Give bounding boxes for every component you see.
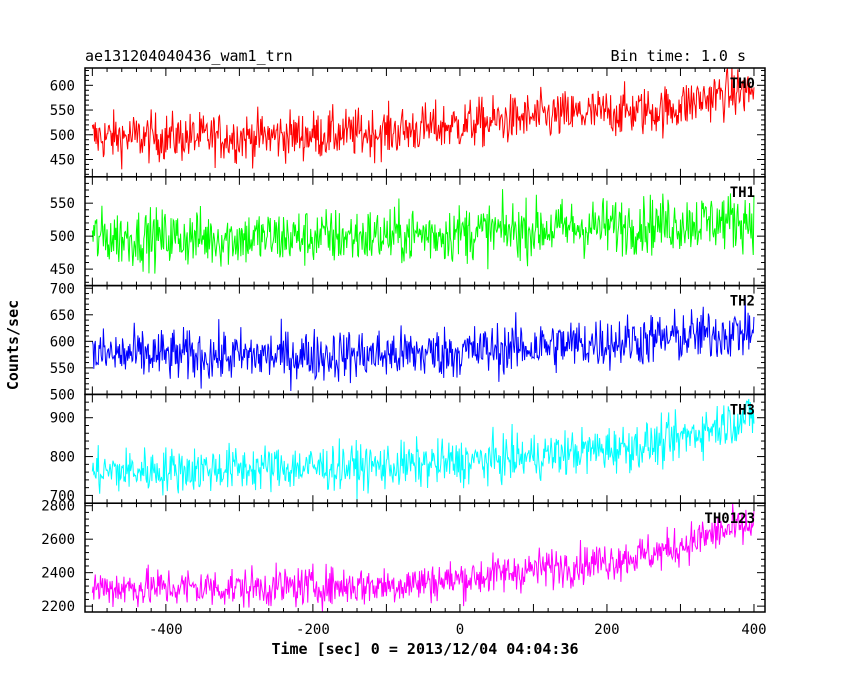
y-tick-label: 500 — [50, 387, 75, 403]
y-tick-label: 700 — [50, 281, 75, 297]
x-tick-label: 400 — [741, 622, 766, 638]
panel-label-th0123: TH0123 — [704, 511, 755, 527]
y-tick-label: 2600 — [41, 532, 75, 548]
y-tick-label: 550 — [50, 196, 75, 212]
bin-time-label: Bin time: 1.0 s — [611, 47, 746, 65]
panel-label-th1: TH1 — [730, 185, 755, 201]
panel-label-th2: TH2 — [730, 294, 755, 310]
panel-th2: 500 550 600 650 700 TH2 — [50, 281, 766, 403]
y-tick-label: 2800 — [41, 499, 75, 515]
x-tick-label: 0 — [456, 622, 464, 638]
y-tick-label: 450 — [50, 152, 75, 168]
x-axis-label: Time [sec] 0 = 2013/12/04 04:04:36 — [271, 640, 578, 658]
panel-label-th0: TH0 — [730, 76, 755, 92]
y-tick-label: 700 — [50, 488, 75, 504]
y-tick-label: 550 — [50, 361, 75, 377]
panels: 450 500 550 600 TH0 450 500 550 TH1 500 550 600 650 7… — [41, 67, 766, 615]
chart-title: ae131204040436_wam1_trn — [85, 47, 293, 65]
x-tick-label: -200 — [296, 622, 330, 638]
panel-th0: 450 500 550 600 TH0 — [50, 67, 766, 178]
y-tick-label: 650 — [50, 308, 75, 324]
y-axis-label: Counts/sec — [4, 300, 22, 390]
y-tick-label: 500 — [50, 128, 75, 144]
series-line-th3 — [91, 398, 755, 502]
y-tick-label: 800 — [50, 450, 75, 466]
y-tick-label: 2400 — [41, 566, 75, 582]
y-tick-label: 600 — [50, 334, 75, 350]
panel-label-th3: TH3 — [730, 402, 755, 418]
y-tick-label: 600 — [50, 78, 75, 94]
x-tick-label: -400 — [149, 622, 183, 638]
y-tick-label: 500 — [50, 229, 75, 245]
y-tick-label: 550 — [50, 103, 75, 119]
series-line-th0 — [91, 68, 755, 170]
series-line-th2 — [91, 297, 755, 392]
series-line-th1 — [91, 189, 755, 274]
x-tick-label: 200 — [594, 622, 619, 638]
panel-th3: 700 800 900 TH3 — [50, 393, 766, 504]
y-tick-label: 900 — [50, 411, 75, 427]
panel-th1: 450 500 550 TH1 — [50, 176, 766, 287]
x-axis-ticks: -400 -200 0 200 400 — [149, 622, 767, 638]
panel-frame — [84, 502, 766, 613]
y-tick-label: 2200 — [41, 599, 75, 615]
series-line-th0123 — [91, 503, 755, 612]
y-tick-label: 450 — [50, 262, 75, 278]
panel-th0123: 2200 2400 2600 2800 TH0123 — [41, 499, 766, 615]
